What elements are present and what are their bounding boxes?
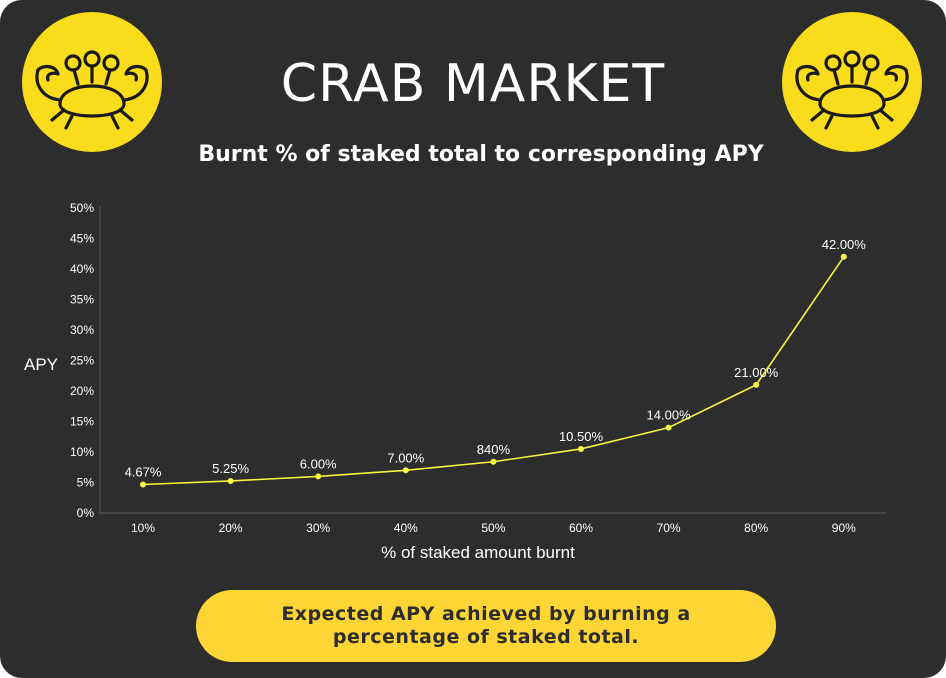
data-label: 21.00% [734,365,779,380]
footer-text: Expected APY achieved by burning a perce… [281,603,691,648]
data-point [140,481,146,488]
data-label: 7.00% [387,450,424,465]
y-tick-label: 50% [70,201,94,215]
y-tick-label: 15% [70,415,94,429]
data-label: 6.00% [300,456,337,471]
y-tick-label: 0% [77,506,95,520]
page-title: CRAB MARKET [280,54,666,114]
apy-line-chart: 0% 5% 10% 15% 20% 25% 30% 35% 40% 45% 50% 10% 20% 30%… [24,201,886,562]
y-tick-label: 25% [70,354,94,368]
x-axis-label: % of staked amount burnt [381,543,575,562]
data-point [665,424,672,431]
crab-icon [795,50,909,130]
y-tick-label: 35% [70,293,94,307]
data-point [753,381,760,388]
footer-banner: Expected APY achieved by burning a perce… [196,590,776,662]
crab-logo-right [782,12,922,152]
crab-icon [35,50,149,130]
data-point [490,458,497,465]
y-axis-label: APY [24,355,58,374]
data-point [578,445,584,452]
data-label: 10.50% [559,429,604,444]
x-tick-label: 80% [744,521,768,535]
y-tick-label: 10% [70,445,94,459]
y-tick-label: 30% [70,323,94,337]
x-tick-label: 20% [219,521,243,535]
chart-subtitle: Burnt % of staked total to corresponding… [198,142,764,167]
x-tick-label: 70% [657,521,681,535]
y-tick-label: 40% [70,262,94,276]
y-tick-label: 5% [77,476,95,490]
x-tick-label: 10% [131,521,155,535]
data-label: 42.00% [822,237,867,252]
x-tick-label: 60% [569,521,593,535]
x-tick-label: 40% [394,521,418,535]
data-point [227,477,234,484]
data-label: 14.00% [647,408,692,423]
x-tick-label: 90% [832,521,856,535]
data-point [402,467,409,474]
data-point [315,473,322,480]
data-label: 5.25% [212,461,249,476]
y-tick-label: 20% [70,384,94,398]
data-label: 840% [477,442,511,457]
y-tick-label: 45% [70,232,94,246]
crab-logo-left [22,12,162,152]
x-tick-label: 50% [481,521,505,535]
data-label: 4.67% [125,465,162,480]
x-tick-label: 30% [306,521,330,535]
data-point [840,253,847,260]
